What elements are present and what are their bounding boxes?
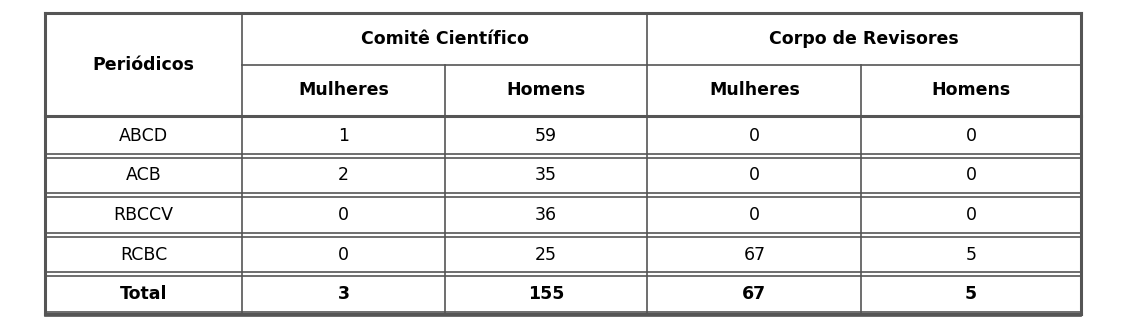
Text: 0: 0 (966, 127, 976, 145)
Text: Comitê Científico: Comitê Científico (360, 30, 529, 48)
Text: 67: 67 (743, 246, 766, 264)
Text: Homens: Homens (931, 81, 1011, 99)
Text: 155: 155 (528, 285, 564, 303)
Text: 67: 67 (742, 285, 767, 303)
Text: 0: 0 (749, 166, 760, 184)
Text: 0: 0 (966, 166, 976, 184)
Text: 35: 35 (535, 166, 557, 184)
Text: 0: 0 (749, 206, 760, 224)
Text: 3: 3 (338, 285, 349, 303)
Text: 0: 0 (338, 246, 349, 264)
Text: 59: 59 (535, 127, 557, 145)
Text: Corpo de Revisores: Corpo de Revisores (769, 30, 959, 48)
Text: ABCD: ABCD (119, 127, 168, 145)
Text: ACB: ACB (126, 166, 161, 184)
Text: 5: 5 (965, 285, 977, 303)
Text: 5: 5 (966, 246, 976, 264)
Text: RCBC: RCBC (120, 246, 167, 264)
Text: 1: 1 (338, 127, 349, 145)
Text: Periódicos: Periódicos (92, 56, 195, 74)
Text: Mulheres: Mulheres (298, 81, 388, 99)
Text: Mulheres: Mulheres (709, 81, 799, 99)
Text: 0: 0 (338, 206, 349, 224)
Text: RBCCV: RBCCV (114, 206, 173, 224)
Text: 25: 25 (535, 246, 557, 264)
Text: 2: 2 (338, 166, 349, 184)
Text: Total: Total (119, 285, 168, 303)
Text: 0: 0 (966, 206, 976, 224)
Text: Homens: Homens (507, 81, 586, 99)
Text: 36: 36 (535, 206, 557, 224)
Text: 0: 0 (749, 127, 760, 145)
